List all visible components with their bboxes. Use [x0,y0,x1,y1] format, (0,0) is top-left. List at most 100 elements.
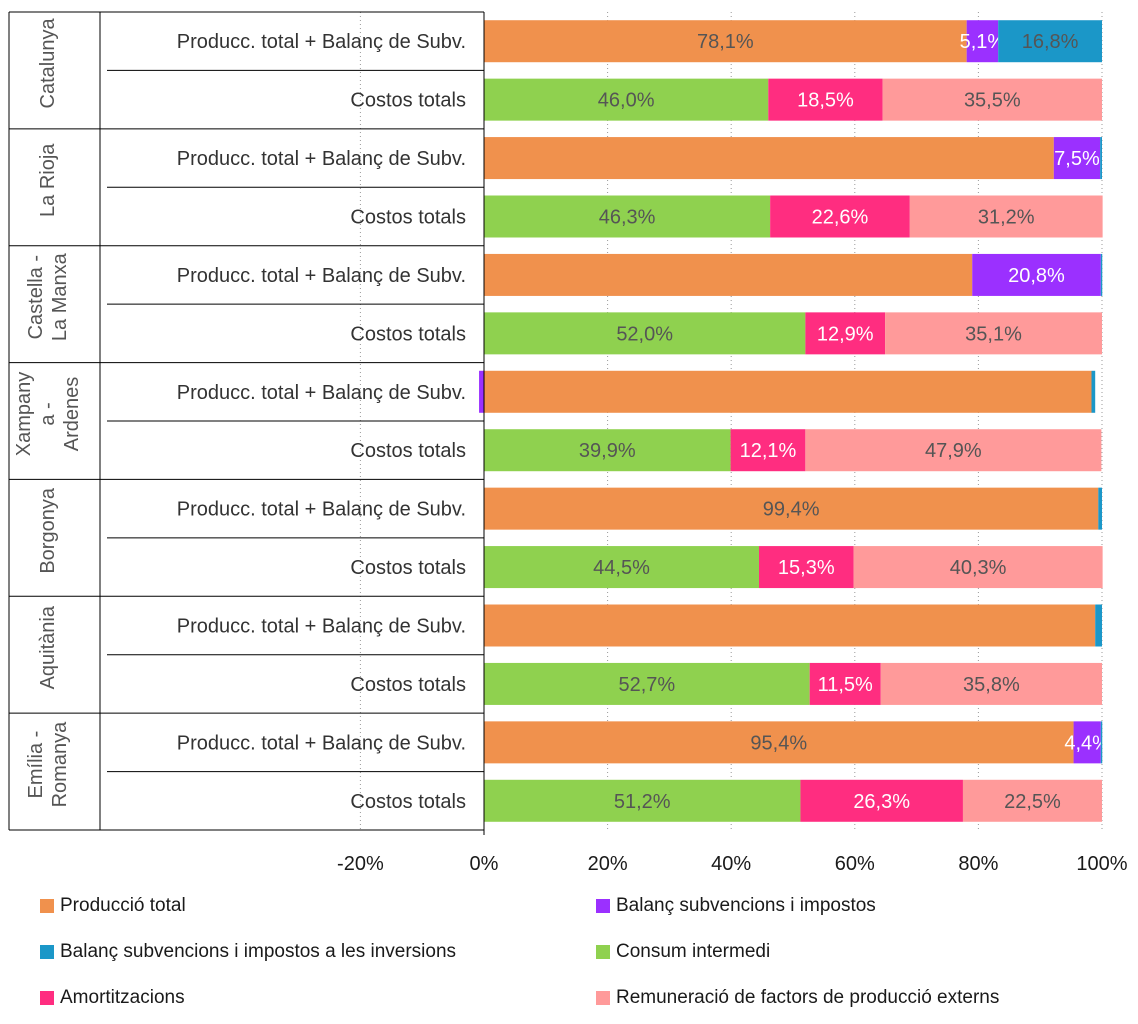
data-label: 31,2% [978,207,1035,229]
legend-label: Amortitzacions [60,987,185,1008]
row-label: Costos totals [350,440,466,462]
data-label: 18,5% [797,90,854,112]
data-label: 99,4% [763,499,820,521]
bar-segment [805,312,886,355]
region-label: La Rioja [37,143,59,217]
bar-segment [972,253,1101,296]
region-label: Emília - [25,731,47,799]
data-label: 20,8% [1008,265,1065,287]
bar-segment [484,137,1054,180]
bar-segment [484,546,760,589]
legend-item: Remuneració de factors de producció exte… [596,987,999,1009]
region-label: Romanya [49,721,71,807]
x-tick-label: 40% [711,853,751,875]
bar-segment [998,20,1102,63]
bar-segment [1098,487,1102,530]
x-tick-label: 80% [958,853,998,875]
region-label: Catalunya [37,18,59,109]
data-label: 35,1% [965,323,1022,345]
bar-segment [885,312,1102,355]
bar-segment [759,546,854,589]
bar-segment [484,312,806,355]
data-label: 46,3% [599,207,656,229]
row-label: Producc. total + Balanç de Subv. [177,31,466,53]
legend-label: Producció total [60,895,186,916]
data-label: 46,0% [598,90,655,112]
data-label: 47,9% [925,440,982,462]
data-label: 52,0% [616,323,673,345]
bar-segment [1100,721,1103,764]
region-label: Ardenes [61,377,83,452]
region-label: a - [37,402,59,425]
bar-segment [484,195,771,238]
bar-segment [479,370,484,413]
legend-label: Balanç subvencions i impostos a les inve… [60,941,457,962]
data-label: 51,2% [614,791,671,813]
data-label: 12,9% [817,323,874,345]
row-label: Producc. total + Balanç de Subv. [177,148,466,170]
legend-item: Balanç subvencions i impostos a les inve… [40,941,456,963]
bar-segment [853,546,1103,589]
data-label: 39,9% [579,440,636,462]
bar-segment [800,779,963,822]
data-label: 35,8% [963,674,1020,696]
legend-swatch [596,899,610,913]
bar-segment [962,779,1102,822]
data-label: 15,3% [778,557,835,579]
x-tick-label: 0% [470,853,499,875]
data-label: 95,4% [750,732,807,754]
bar-segment [805,429,1102,472]
bar-segment [1073,721,1101,764]
x-tick-label: -20% [337,853,384,875]
data-label: 44,5% [593,557,650,579]
data-label: 35,5% [964,90,1021,112]
data-label: 16,8% [1022,31,1079,53]
data-label: 52,7% [618,674,675,696]
region-label: La Manxa [49,252,71,341]
data-label: 12,1% [740,440,797,462]
bar-segment [484,20,967,63]
bar-segment [484,604,1096,647]
bar-segment [484,370,1092,413]
region-label: Xampany [13,372,35,457]
data-label: 7,5% [1054,148,1100,170]
legend-label: Remuneració de factors de producció exte… [616,987,1000,1008]
x-tick-label: 100% [1076,853,1127,875]
row-label: Producc. total + Balanç de Subv. [177,499,466,521]
legend-label: Balanç subvencions i impostos [616,895,876,916]
row-label: Producc. total + Balanç de Subv. [177,382,466,404]
legend-item: Balanç subvencions i impostos [596,895,876,917]
x-tick-label: 20% [588,853,628,875]
bar-segment [484,487,1099,530]
bar-segment [484,78,769,121]
bar-segment [730,429,806,472]
legend-label: Consum intermedi [616,941,771,962]
data-label: 11,5% [818,674,873,696]
bar-segment [484,253,973,296]
row-label: Producc. total + Balanç de Subv. [177,732,466,754]
row-label: Costos totals [350,791,466,813]
bar-segment [966,20,999,63]
legend-swatch [40,899,54,913]
bar-segment [1053,137,1101,180]
bar-segment [768,78,883,121]
legend-swatch [40,991,54,1005]
legend-swatch [596,991,610,1005]
bar-segment [484,429,731,472]
region-label: Aquitània [37,605,59,689]
bar-segment [484,721,1074,764]
legend-swatch [596,945,610,959]
data-label: 22,5% [1004,791,1061,813]
data-label: 4,4% [1064,732,1110,754]
data-label: 5,1% [960,31,1006,53]
bar-segment [1100,253,1103,296]
bar-segment [1091,370,1096,413]
data-label: 40,3% [950,557,1007,579]
legend-item: Amortitzacions [40,987,185,1009]
data-label: 22,6% [812,207,869,229]
legend-item: Producció total [40,895,186,917]
data-label: 26,3% [853,791,910,813]
bar-segment [880,662,1102,705]
